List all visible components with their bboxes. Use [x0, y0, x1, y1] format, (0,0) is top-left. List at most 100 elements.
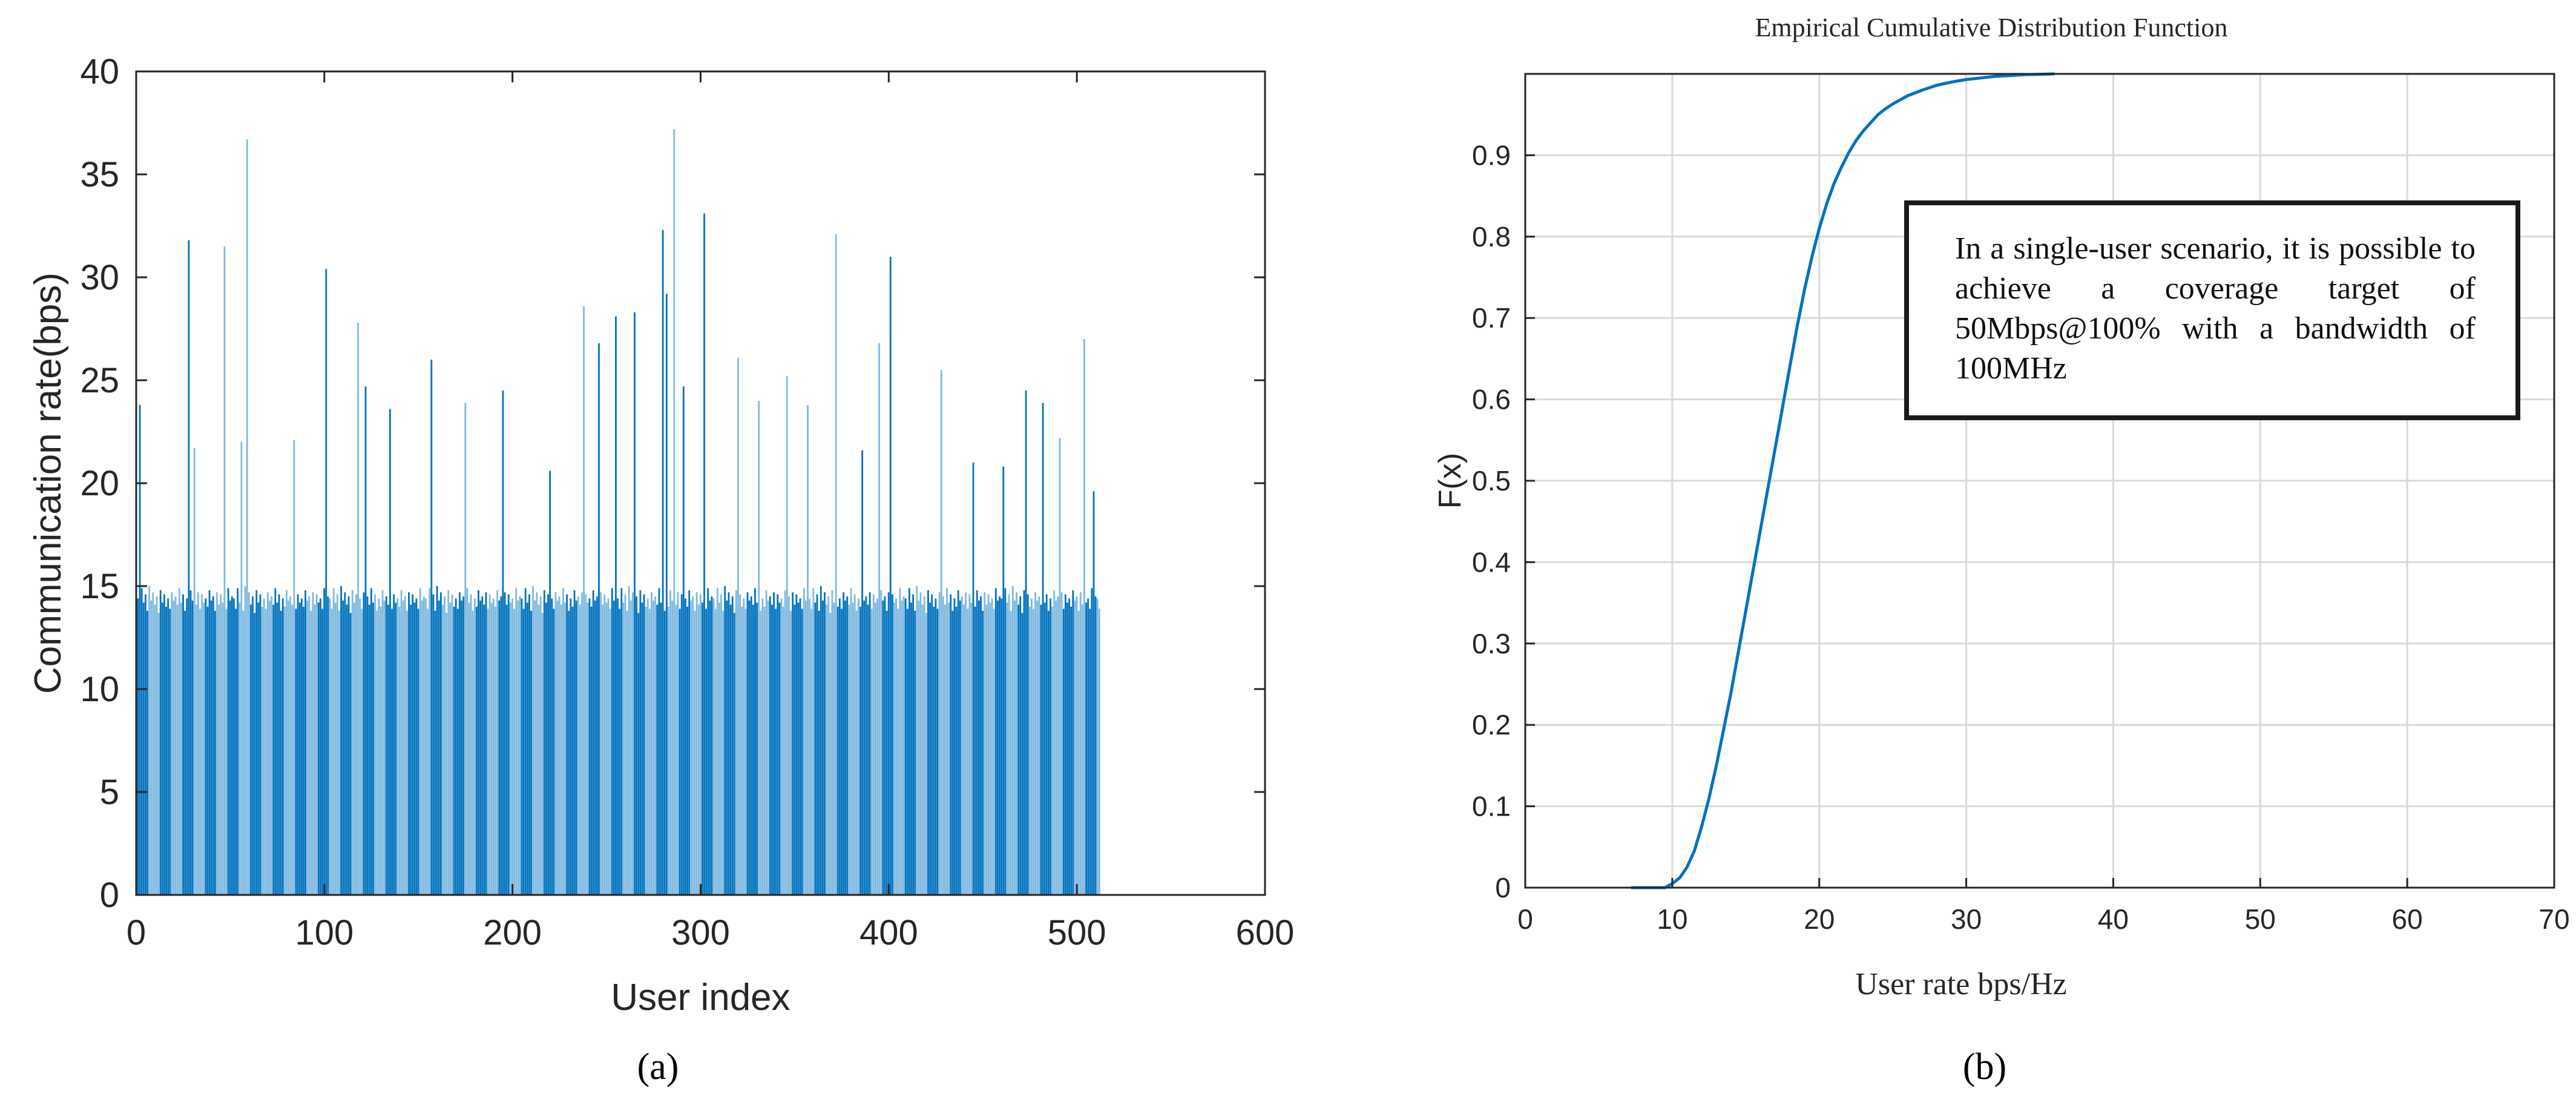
bar — [330, 609, 333, 895]
bar — [951, 610, 954, 895]
bar — [517, 600, 519, 895]
bar — [298, 602, 301, 895]
x-tick-label-b: 70 — [2538, 903, 2569, 935]
x-tick-label-a: 100 — [295, 913, 353, 952]
bar — [902, 596, 905, 895]
bar — [347, 596, 350, 895]
bar — [184, 610, 186, 895]
bar — [522, 609, 525, 895]
bar — [663, 610, 666, 895]
bar — [199, 609, 201, 895]
bar — [191, 600, 194, 895]
bar — [987, 594, 990, 895]
bar — [1053, 590, 1056, 895]
bar — [227, 588, 229, 895]
x-tick-label-b: 50 — [2245, 903, 2276, 935]
bar — [208, 590, 211, 895]
bar — [346, 604, 348, 895]
bar — [737, 357, 739, 895]
bar — [658, 588, 660, 895]
bar — [472, 610, 474, 895]
bar — [1034, 592, 1037, 895]
bar — [588, 598, 591, 895]
y-tick-label-a: 40 — [80, 52, 119, 91]
bar — [1072, 590, 1074, 895]
bar — [673, 129, 675, 896]
x-tick-label-b: 30 — [1951, 903, 1982, 935]
bar — [288, 600, 290, 895]
bar — [957, 590, 959, 895]
bar — [629, 600, 632, 895]
y-tick-label-b: 0.7 — [1472, 302, 1511, 334]
bar — [291, 604, 294, 895]
panel-a-bar-chart: 0 100 200 300 400 500 600 0 5 10 15 20 25 30 35 40 User… — [27, 52, 1294, 1018]
bar — [959, 600, 961, 895]
bar — [159, 590, 162, 895]
bar — [870, 609, 873, 895]
bar — [923, 596, 925, 895]
bar — [534, 600, 536, 895]
bar — [1027, 594, 1029, 895]
bar — [1047, 610, 1050, 895]
bar — [859, 607, 861, 895]
bar — [1074, 600, 1076, 895]
bar — [880, 590, 882, 895]
bar — [750, 596, 752, 895]
bar — [481, 596, 484, 895]
bar — [254, 613, 256, 895]
bar — [269, 600, 271, 895]
bar — [398, 607, 401, 895]
bar — [180, 602, 182, 895]
y-tick-label-b: 0.9 — [1472, 139, 1511, 171]
bar — [297, 594, 299, 895]
bar — [594, 600, 596, 895]
bar — [342, 600, 344, 895]
bar — [1014, 600, 1016, 895]
bar — [797, 602, 800, 895]
bar — [820, 586, 822, 895]
y-tick-label-b: 0.1 — [1472, 791, 1511, 822]
bar — [1051, 607, 1053, 895]
bar — [353, 602, 355, 895]
annotation-box: In a single-user scenario, it is possibl… — [1904, 200, 2520, 420]
bar — [536, 592, 538, 895]
x-tick-label-a: 200 — [483, 913, 542, 952]
bar — [205, 598, 207, 895]
bar — [581, 592, 583, 895]
bar — [927, 590, 929, 895]
bar — [1098, 609, 1100, 895]
bar — [855, 610, 858, 895]
bar — [315, 594, 318, 895]
bar — [850, 588, 852, 895]
bar — [487, 609, 489, 895]
bar — [801, 609, 803, 895]
bar — [193, 448, 196, 895]
bar — [530, 610, 532, 895]
bar — [478, 590, 479, 895]
bar — [176, 604, 179, 895]
bar — [148, 586, 150, 895]
bar — [899, 588, 901, 895]
bar — [812, 588, 815, 895]
bar — [1087, 598, 1089, 895]
bar — [694, 610, 696, 895]
bar — [496, 590, 499, 895]
y-tick-label-a: 15 — [80, 567, 119, 606]
annotation-border — [1904, 200, 2520, 420]
x-tick-label-a: 0 — [126, 913, 146, 952]
bar — [1016, 592, 1017, 895]
bar — [197, 592, 199, 895]
bar — [554, 592, 557, 895]
bar — [212, 596, 214, 895]
bar — [558, 596, 560, 895]
caption-a: (a) — [637, 1046, 679, 1087]
bar — [886, 610, 888, 895]
bar — [225, 609, 228, 895]
y-tick-label-a: 20 — [80, 464, 119, 503]
bar — [490, 602, 493, 895]
bar — [400, 590, 402, 895]
bar — [442, 604, 444, 895]
bar — [252, 596, 254, 895]
bar — [1076, 596, 1078, 895]
bar — [997, 600, 999, 895]
